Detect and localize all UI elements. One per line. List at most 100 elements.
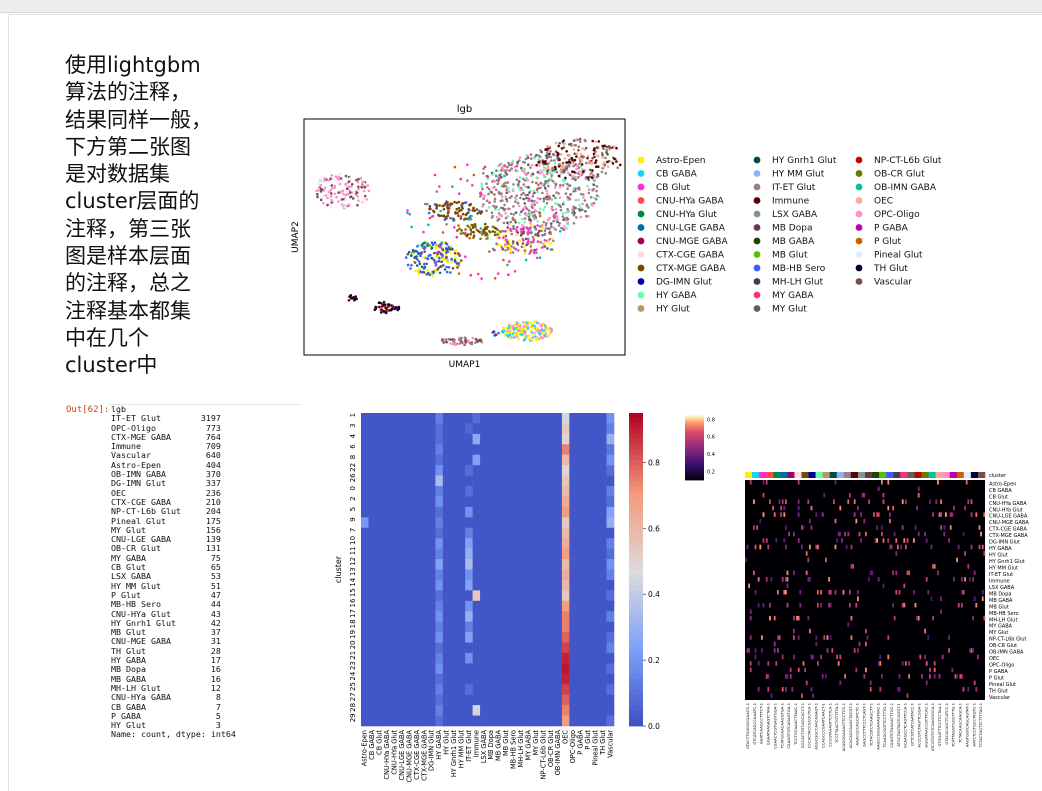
- heatmap-cell: [427, 559, 436, 570]
- umap-point: [502, 236, 505, 239]
- heatmap-cell: [487, 705, 496, 716]
- heatmap-cell: [561, 486, 570, 497]
- heatmap-cell: [420, 548, 429, 560]
- heatmap-cell: [599, 465, 607, 476]
- heatmap-cell: [584, 506, 592, 518]
- heatmap-cell: [383, 652, 392, 664]
- umap-point: [532, 189, 536, 193]
- umap-point: [317, 188, 320, 192]
- sample-col-label: CAAAGTGTCAGAGTGA-1: [786, 702, 791, 748]
- umap-point: [466, 179, 469, 182]
- annotation-segment: [893, 472, 901, 478]
- heatmap-cell: [420, 538, 429, 549]
- umap-point: [585, 203, 589, 206]
- umap-point: [546, 247, 549, 250]
- heatmap-cell: [480, 611, 488, 622]
- legend-label: MH-LH Glut: [772, 278, 824, 288]
- heatmap-row-tick: 20: [349, 640, 357, 649]
- umap-point: [508, 337, 512, 340]
- colorbar-step: [629, 585, 643, 591]
- sample-heatmap-cell: [957, 544, 960, 550]
- heatmap-cell: [487, 673, 496, 685]
- heatmap-cell: [539, 684, 548, 695]
- sample-heatmap-cell: [786, 674, 789, 679]
- heatmap-cell: [487, 413, 496, 424]
- umap-point: [383, 303, 387, 306]
- umap-point: [559, 169, 562, 173]
- umap-point: [538, 256, 542, 259]
- heatmap-cell: [465, 600, 473, 612]
- heatmap-cell: [375, 590, 384, 602]
- legend-swatch: [753, 278, 761, 285]
- umap-point: [564, 192, 568, 195]
- umap-point: [540, 229, 543, 233]
- heatmap-cell: [368, 673, 377, 685]
- umap-point: [454, 249, 458, 252]
- umap-point: [425, 273, 428, 276]
- umap-xlabel: UMAP1: [449, 360, 481, 370]
- colorbar-step: [685, 462, 704, 465]
- umap-point: [582, 193, 585, 196]
- umap-point: [363, 186, 367, 189]
- umap-point: [501, 330, 504, 334]
- heatmap-cell: [494, 673, 503, 685]
- annotation-segment: [865, 472, 873, 478]
- umap-point: [466, 224, 469, 228]
- heatmap-cell: [465, 475, 473, 487]
- umap-point: [468, 341, 472, 345]
- heatmap-cell: [606, 465, 615, 476]
- umap-point: [511, 187, 515, 191]
- umap-point: [507, 162, 511, 165]
- heatmap-cell: [375, 475, 384, 487]
- umap-point: [559, 208, 563, 212]
- sample-heatmap-cell: [981, 544, 984, 550]
- heatmap-cell: [442, 444, 451, 456]
- sample-heatmap-cell: [809, 577, 811, 582]
- heatmap-cell: [383, 663, 392, 675]
- umap-point: [415, 264, 419, 267]
- sample-heatmap-cell: [783, 512, 786, 517]
- heatmap-cell: [442, 715, 451, 727]
- sample-heatmap-cell: [839, 531, 842, 537]
- heatmap-cell: [561, 433, 570, 445]
- umap-point: [572, 164, 575, 168]
- umap-point: [524, 185, 527, 189]
- umap-point: [548, 332, 551, 336]
- heatmap-cell: [487, 496, 496, 508]
- umap-point: [587, 178, 590, 181]
- sample-heatmap-cell: [777, 635, 779, 640]
- umap-point: [467, 340, 470, 343]
- umap-point: [580, 155, 584, 158]
- sample-heatmap-cell: [901, 499, 904, 504]
- umap-point: [589, 168, 592, 172]
- umap-point: [524, 328, 527, 332]
- umap-point: [547, 197, 550, 201]
- heatmap-cell: [361, 517, 369, 529]
- heatmap-cell: [480, 621, 488, 633]
- heatmap-cell: [569, 590, 578, 602]
- umap-point: [545, 201, 549, 205]
- legend-label: NP-CT-L6b Glut: [874, 156, 942, 166]
- heatmap-cell: [509, 569, 518, 581]
- umap-point: [350, 296, 354, 299]
- heatmap-cell: [532, 548, 540, 560]
- umap-point: [533, 320, 537, 324]
- annotation-segment: [949, 472, 958, 478]
- heatmap-cell: [480, 652, 488, 664]
- umap-point: [571, 174, 574, 178]
- heatmap-row-tick: 19: [349, 630, 357, 639]
- heatmap-cell: [509, 600, 518, 612]
- umap-point: [466, 233, 470, 236]
- umap-point: [588, 188, 591, 191]
- sample-heatmap-cell: [788, 531, 790, 537]
- heatmap-cell: [569, 475, 578, 487]
- heatmap-cell: [472, 652, 481, 664]
- heatmap-cell: [487, 486, 496, 497]
- sample-heatmap-cell: [933, 661, 936, 666]
- sample-heatmap-cell: [929, 499, 931, 504]
- heatmap-cell: [599, 705, 607, 716]
- sample-heatmap-cell: [767, 661, 770, 666]
- annotation-segment: [907, 472, 915, 478]
- umap-point: [506, 263, 509, 267]
- heatmap-cell: [599, 454, 607, 466]
